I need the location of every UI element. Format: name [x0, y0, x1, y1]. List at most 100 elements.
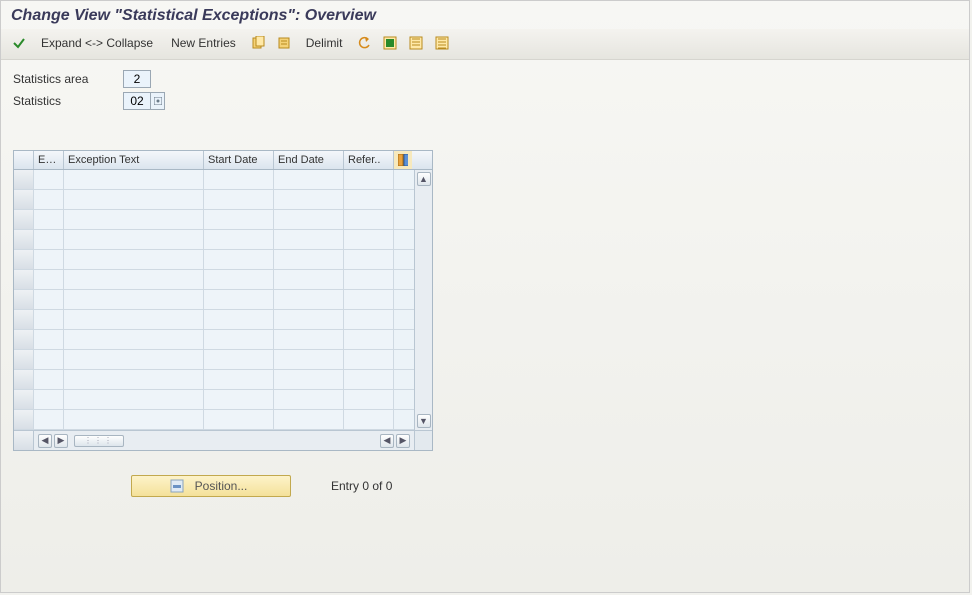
cell[interactable]	[274, 170, 344, 189]
stat-area-input[interactable]	[123, 70, 151, 88]
row-selector[interactable]	[14, 310, 34, 329]
cell[interactable]	[344, 270, 394, 289]
cell[interactable]	[64, 270, 204, 289]
scroll-up-icon[interactable]: ▲	[417, 172, 431, 186]
cell[interactable]	[64, 190, 204, 209]
cell[interactable]	[274, 250, 344, 269]
row-selector[interactable]	[14, 350, 34, 369]
cell[interactable]	[204, 190, 274, 209]
cell[interactable]	[204, 370, 274, 389]
cell[interactable]	[274, 190, 344, 209]
cell[interactable]	[64, 330, 204, 349]
deselect-all-icon[interactable]	[432, 33, 452, 53]
cell[interactable]	[34, 190, 64, 209]
scroll-thumb[interactable]: ⋮⋮⋮	[74, 435, 124, 447]
select-block-icon[interactable]	[380, 33, 400, 53]
cell[interactable]	[274, 350, 344, 369]
cell[interactable]	[64, 310, 204, 329]
cell[interactable]	[344, 350, 394, 369]
scroll-down-icon[interactable]: ▼	[417, 414, 431, 428]
cell[interactable]	[34, 330, 64, 349]
scroll-right-icon[interactable]: ▶	[54, 434, 68, 448]
table-config-icon[interactable]	[394, 151, 412, 169]
select-all-header[interactable]	[14, 151, 34, 169]
new-entries-button[interactable]: New Entries	[165, 36, 242, 50]
cell[interactable]	[204, 210, 274, 229]
search-help-icon[interactable]	[151, 92, 165, 110]
copy-as-icon[interactable]	[274, 33, 294, 53]
cell[interactable]	[64, 370, 204, 389]
cell[interactable]	[344, 170, 394, 189]
cell[interactable]	[344, 310, 394, 329]
cell[interactable]	[34, 210, 64, 229]
select-all-icon[interactable]	[406, 33, 426, 53]
undo-icon[interactable]	[354, 33, 374, 53]
cell[interactable]	[344, 330, 394, 349]
cell[interactable]	[344, 210, 394, 229]
row-selector[interactable]	[14, 410, 34, 429]
cell[interactable]	[344, 190, 394, 209]
cell[interactable]	[274, 390, 344, 409]
cell[interactable]	[64, 390, 204, 409]
row-selector[interactable]	[14, 330, 34, 349]
row-selector[interactable]	[14, 190, 34, 209]
col-exception[interactable]: Ex...	[34, 151, 64, 169]
row-selector[interactable]	[14, 390, 34, 409]
cell[interactable]	[34, 310, 64, 329]
vertical-scrollbar[interactable]: ▲ ▼	[414, 170, 432, 430]
row-selector[interactable]	[14, 170, 34, 189]
statistics-input[interactable]	[123, 92, 151, 110]
cell[interactable]	[204, 390, 274, 409]
cell[interactable]	[274, 270, 344, 289]
cell[interactable]	[64, 290, 204, 309]
copy-icon[interactable]	[248, 33, 268, 53]
cell[interactable]	[204, 170, 274, 189]
cell[interactable]	[204, 330, 274, 349]
cell[interactable]	[34, 250, 64, 269]
row-selector[interactable]	[14, 230, 34, 249]
col-exception-text[interactable]: Exception Text	[64, 151, 204, 169]
horizontal-scrollbar[interactable]: ◀ ▶ ⋮⋮⋮ ◀ ▶	[14, 430, 432, 450]
cell[interactable]	[344, 290, 394, 309]
scroll-right-end-icon[interactable]: ▶	[396, 434, 410, 448]
position-button[interactable]: Position...	[131, 475, 291, 497]
cell[interactable]	[204, 270, 274, 289]
cell[interactable]	[34, 270, 64, 289]
check-icon[interactable]	[9, 33, 29, 53]
col-reference[interactable]: Refer..	[344, 151, 394, 169]
cell[interactable]	[64, 350, 204, 369]
row-selector[interactable]	[14, 270, 34, 289]
cell[interactable]	[204, 250, 274, 269]
row-selector[interactable]	[14, 370, 34, 389]
cell[interactable]	[34, 370, 64, 389]
cell[interactable]	[34, 390, 64, 409]
cell[interactable]	[34, 290, 64, 309]
cell[interactable]	[204, 410, 274, 429]
scroll-left-icon[interactable]: ◀	[38, 434, 52, 448]
row-selector[interactable]	[14, 210, 34, 229]
cell[interactable]	[344, 230, 394, 249]
cell[interactable]	[204, 350, 274, 369]
cell[interactable]	[344, 390, 394, 409]
cell[interactable]	[204, 230, 274, 249]
scroll-left-end-icon[interactable]: ◀	[380, 434, 394, 448]
cell[interactable]	[34, 230, 64, 249]
cell[interactable]	[204, 290, 274, 309]
cell[interactable]	[64, 170, 204, 189]
row-selector[interactable]	[14, 290, 34, 309]
expand-collapse-button[interactable]: Expand <-> Collapse	[35, 36, 159, 50]
cell[interactable]	[64, 230, 204, 249]
cell[interactable]	[274, 370, 344, 389]
cell[interactable]	[344, 410, 394, 429]
cell[interactable]	[274, 330, 344, 349]
cell[interactable]	[34, 170, 64, 189]
delimit-button[interactable]: Delimit	[300, 36, 349, 50]
cell[interactable]	[274, 410, 344, 429]
cell[interactable]	[34, 350, 64, 369]
row-selector[interactable]	[14, 250, 34, 269]
cell[interactable]	[64, 210, 204, 229]
cell[interactable]	[344, 250, 394, 269]
col-end-date[interactable]: End Date	[274, 151, 344, 169]
cell[interactable]	[64, 250, 204, 269]
cell[interactable]	[64, 410, 204, 429]
